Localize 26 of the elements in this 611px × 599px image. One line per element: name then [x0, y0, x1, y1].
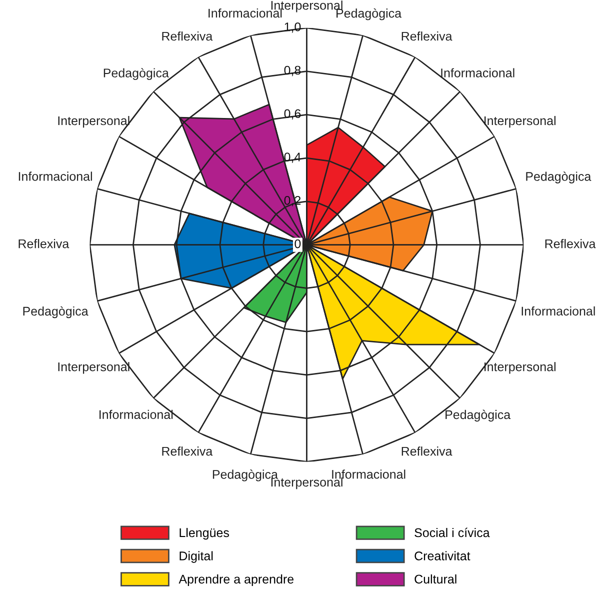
- legend-label: Digital: [180, 551, 213, 563]
- spoke-label: Reflexiva: [162, 446, 213, 456]
- y-tick-label: 0: [294, 239, 301, 248]
- legend-label: Creativitat: [414, 551, 470, 560]
- spoke-label: Pedagògica: [446, 410, 511, 422]
- spoke-label: Reflexiva: [545, 239, 596, 248]
- legend-label: Social i cívica: [414, 528, 490, 538]
- spoke-label: Reflexiva: [402, 446, 452, 456]
- spoke-label: Reflexiva: [402, 32, 452, 41]
- spoke-label: Informacional: [18, 172, 92, 181]
- spoke-label: Pedagògica: [104, 68, 169, 80]
- legend-label: Aprendre a aprendre: [178, 574, 294, 586]
- spoke-label: Informacional: [332, 470, 406, 479]
- spoke-label: Pedagògica: [23, 306, 88, 318]
- spoke-label: Interpersonal: [58, 362, 130, 374]
- spoke-label: Interpersonal: [484, 362, 556, 374]
- spoke-label: Informacional: [441, 68, 514, 78]
- spoke-label: Interpersonal: [484, 116, 556, 128]
- spoke-label: Informacional: [100, 410, 173, 420]
- spoke-label: Pedagògica: [526, 172, 592, 184]
- spoke-label: Informacional: [522, 306, 595, 316]
- spoke-label: Reflexiva: [162, 32, 213, 41]
- legend-label: Cultural: [414, 574, 456, 584]
- spoke-label: Reflexiva: [18, 239, 70, 248]
- legend-label: Llengües: [180, 528, 230, 540]
- spoke-label: Interpersonal: [58, 116, 130, 128]
